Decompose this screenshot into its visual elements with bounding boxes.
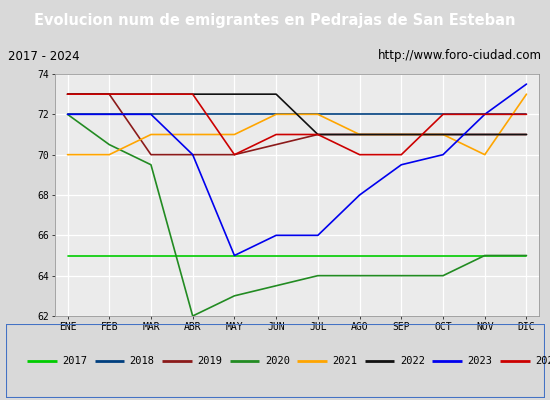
Text: 2017 - 2024: 2017 - 2024	[8, 50, 80, 62]
Text: 2024: 2024	[535, 356, 550, 366]
Text: http://www.foro-ciudad.com: http://www.foro-ciudad.com	[378, 50, 542, 62]
Text: Evolucion num de emigrantes en Pedrajas de San Esteban: Evolucion num de emigrantes en Pedrajas …	[34, 14, 516, 28]
Text: 2021: 2021	[332, 356, 358, 366]
Text: 2023: 2023	[468, 356, 492, 366]
Text: 2017: 2017	[62, 356, 87, 366]
Text: 2022: 2022	[400, 356, 425, 366]
Text: 2019: 2019	[197, 356, 222, 366]
Text: 2018: 2018	[130, 356, 155, 366]
Text: 2020: 2020	[265, 356, 290, 366]
